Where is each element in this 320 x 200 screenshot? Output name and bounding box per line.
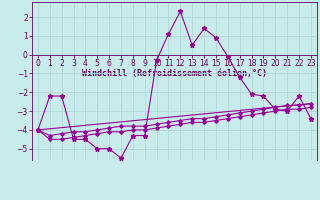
X-axis label: Windchill (Refroidissement éolien,°C): Windchill (Refroidissement éolien,°C) [82,69,267,78]
